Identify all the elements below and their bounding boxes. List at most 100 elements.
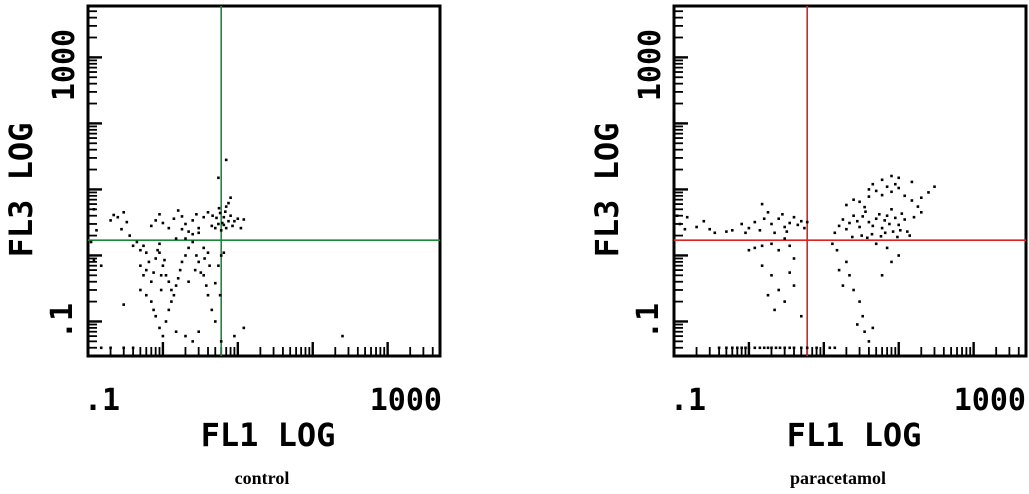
control-data-point [147,260,151,264]
paracetamol-data-point [894,216,897,220]
control-data-point [219,229,223,232]
control-data-point [152,271,155,274]
paracetamol-data-point [900,212,904,215]
paracetamol-data-point [867,220,871,224]
paracetamol-data-point [785,230,789,233]
paracetamol-data-point [758,229,762,232]
control-y-tick-max: 1000 [47,29,82,101]
paracetamol-data-point [874,217,878,220]
paracetamol-data-point [760,264,764,267]
paracetamol-data-point [885,246,889,250]
paracetamol-data-point [744,231,747,235]
paracetamol-data-point [678,222,682,226]
paracetamol-data-point [866,236,869,240]
paracetamol-data-point [888,222,891,226]
paracetamol-data-point [910,199,914,202]
control-data-point [142,244,145,248]
control-data-point [217,206,221,210]
paracetamol-data-point [762,346,766,350]
paracetamol-data-point [731,346,734,350]
paracetamol-data-point [695,225,698,229]
paracetamol-data-point [788,346,791,350]
control-data-point [214,320,217,323]
control-data-point [229,214,232,217]
paracetamol-data-point [861,314,864,318]
paracetamol-data-point [770,346,773,350]
control-data-point [159,274,163,277]
control-y-minor-ticks [88,5,102,357]
paracetamol-data-point [792,257,796,260]
control-data-point [158,251,161,254]
paracetamol-data-point [760,244,764,248]
control-data-point [217,176,220,180]
control-data-point [233,334,236,338]
paracetamol-y-tick-max: 1000 [633,29,668,101]
control-data-point [191,240,194,244]
paracetamol-data-point [753,346,757,350]
paracetamol-data-point [778,346,782,350]
control-data-point [202,215,205,219]
paracetamol-data-point [773,231,776,235]
control-data-point [193,268,197,272]
paracetamol-data-point [851,235,854,239]
control-data-point [184,334,187,338]
paracetamol-data-point [880,226,884,230]
paracetamol-data-point [879,235,883,238]
control-x-minor-ticks [86,342,441,356]
control-data-point [187,230,190,233]
paracetamol-data-point [766,211,770,214]
paracetamol-data-point [856,323,859,326]
control-data-point [152,308,155,312]
paracetamol-data-point [858,225,861,229]
control-data-point [164,320,168,323]
control-x-tick-min: .1 [84,383,120,418]
control-data-point [180,260,184,264]
control-data-point [202,274,205,277]
paracetamol-data-point [870,232,874,236]
control-data-point [242,218,246,221]
paracetamol-data-point [762,217,766,220]
paracetamol-data-point [897,186,900,190]
paracetamol-data-point [770,222,773,226]
control-data-point [195,254,198,257]
control-data-point [131,346,135,350]
paracetamol-data-point [777,217,780,220]
paracetamol-data-point [903,218,906,221]
control-data-point [89,240,93,244]
control-data-point [154,219,157,222]
paracetamol-data-point [800,219,803,223]
paracetamol-data-point [874,242,878,246]
paracetamol-data-point [777,248,780,252]
control-data-point [145,293,148,297]
control-data-point [120,227,123,231]
control-data-point [139,264,142,267]
control-data-point [206,251,210,254]
paracetamol-data-point [758,346,762,350]
paracetamol-data-point [736,346,739,350]
paracetamol-data-point [848,274,851,277]
paracetamol-points [672,174,936,350]
control-data-point [208,264,211,267]
paracetamol-data-point [792,346,796,350]
control-data-point [116,215,120,219]
paracetamol-data-point [878,213,881,216]
control-data-point [158,326,161,330]
paracetamol-data-point [725,346,728,350]
control-data-point [92,258,96,262]
control-data-point [210,308,214,312]
paracetamol-data-point [883,219,886,222]
control-data-point [214,281,217,285]
paracetamol-data-point [858,200,861,204]
paracetamol-data-point [835,248,839,252]
control-data-point [161,264,165,267]
paracetamol-data-point [828,346,832,350]
paracetamol-data-point [894,182,897,186]
paracetamol-data-point [796,223,800,227]
control-data-point [99,346,103,350]
paracetamol-data-point [788,244,791,248]
paracetamol-data-point [788,221,791,225]
control-data-point [222,251,226,254]
paracetamol-data-point [831,242,834,246]
control-data-point [180,227,184,231]
paracetamol-data-point [747,226,751,230]
